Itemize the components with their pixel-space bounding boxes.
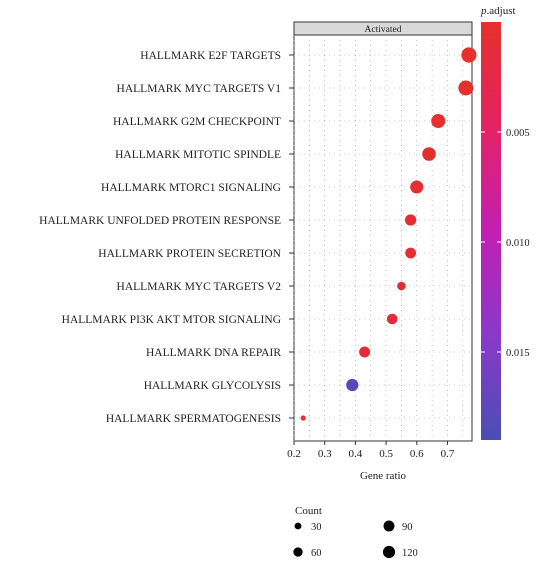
data-point xyxy=(359,346,371,358)
category-label: HALLMARK MTORC1 SIGNALING xyxy=(101,182,281,194)
size-legend-label: 60 xyxy=(311,548,322,559)
color-tick-label: 0.015 xyxy=(506,348,530,359)
category-label: HALLMARK DNA REPAIR xyxy=(146,347,281,359)
size-legend-label: 120 xyxy=(402,548,418,559)
data-point xyxy=(422,147,436,161)
x-tick-label: 0.7 xyxy=(441,448,455,460)
y-axis-labels: HALLMARK E2F TARGETS HALLMARK MYC TARGETS… xyxy=(39,50,282,425)
x-axis-title: Gene ratio xyxy=(360,470,407,482)
color-legend: p.adjust 0.005 0.010 0.015 xyxy=(480,5,530,440)
y-axis-ticks xyxy=(289,54,294,419)
category-label: HALLMARK MYC TARGETS V2 xyxy=(117,281,282,293)
size-legend-title: Count xyxy=(295,505,322,517)
size-legend-dot xyxy=(293,547,303,557)
category-label: HALLMARK MITOTIC SPINDLE xyxy=(115,149,281,161)
category-label: HALLMARK GLYCOLYSIS xyxy=(144,380,281,392)
size-legend: Count 30 90 60 120 xyxy=(293,505,418,559)
category-label: HALLMARK PROTEIN SECRETION xyxy=(98,248,281,260)
color-legend-title: p.adjust xyxy=(480,5,516,17)
color-legend-title-italic: p xyxy=(480,5,487,17)
x-tick-label: 0.5 xyxy=(379,448,393,460)
color-legend-title-rest: .adjust xyxy=(487,5,516,17)
category-label: HALLMARK UNFOLDED PROTEIN RESPONSE xyxy=(39,215,281,227)
category-label: HALLMARK SPERMATOGENESIS xyxy=(106,413,281,425)
color-tick-label: 0.010 xyxy=(506,238,530,249)
data-points xyxy=(300,47,477,421)
data-point xyxy=(397,281,406,291)
x-tick-label: 0.2 xyxy=(287,448,301,460)
size-legend-label: 30 xyxy=(311,522,322,533)
data-point xyxy=(461,47,477,63)
category-label: HALLMARK G2M CHECKPOINT xyxy=(113,116,281,128)
data-point xyxy=(431,113,446,129)
x-tick-label: 0.6 xyxy=(410,448,424,460)
data-point xyxy=(410,180,424,194)
size-legend-dot xyxy=(382,545,396,559)
facet-label: Activated xyxy=(365,25,402,35)
color-bar xyxy=(481,22,501,440)
category-label: HALLMARK MYC TARGETS V1 xyxy=(117,83,282,95)
color-tick-label: 0.005 xyxy=(506,128,530,139)
size-legend-items: 30 90 60 120 xyxy=(293,520,418,559)
data-point xyxy=(405,247,417,259)
panel-border xyxy=(293,34,473,442)
size-legend-dot xyxy=(294,522,302,530)
data-point xyxy=(346,378,359,392)
data-point xyxy=(386,313,398,325)
x-tick-label: 0.3 xyxy=(318,448,332,460)
x-axis: 0.2 0.3 0.4 0.5 0.6 0.7 xyxy=(287,441,455,460)
data-point xyxy=(458,80,474,96)
plot-panel: Activated xyxy=(293,21,477,442)
data-point xyxy=(300,415,306,421)
color-bar-ticks: 0.005 0.010 0.015 xyxy=(481,128,530,359)
x-tick-label: 0.4 xyxy=(349,448,363,460)
category-label: HALLMARK PI3K AKT MTOR SIGNALING xyxy=(62,314,281,326)
category-label: HALLMARK E2F TARGETS xyxy=(140,50,281,62)
data-point xyxy=(404,214,417,226)
size-legend-dot xyxy=(383,520,395,532)
size-legend-label: 90 xyxy=(402,522,413,533)
